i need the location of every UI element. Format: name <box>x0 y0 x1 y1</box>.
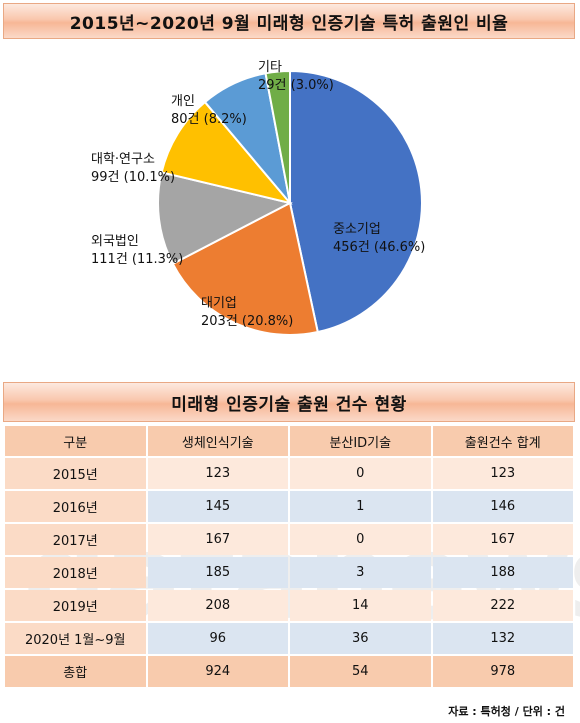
pie-slice <box>264 69 291 204</box>
row-label: 2016년 <box>5 491 146 522</box>
table-row: 2015년 123 0 123 <box>5 458 573 489</box>
table-cell: 96 <box>147 623 288 654</box>
table-total-row: 총합 924 54 978 <box>5 656 573 687</box>
table-cell: 36 <box>290 623 431 654</box>
infographic: 2015년~2020년 9월 미래형 인증기술 특허 출원인 비율 중소기업 45… <box>3 3 580 718</box>
pie-slice-value: 203건 (20.8%) <box>201 314 293 329</box>
column-header: 생체인식기술 <box>147 426 288 456</box>
pie-slice <box>289 69 423 334</box>
table-cell: 123 <box>432 458 573 489</box>
pie-slice-name: 대기업 <box>201 296 237 311</box>
table-cell: 145 <box>147 491 288 522</box>
table-cell: 222 <box>432 590 573 621</box>
row-label: 2018년 <box>5 557 146 588</box>
table-row: 2017년 167 0 167 <box>5 524 573 555</box>
pie-slice-value: 29건 (3.0%) <box>258 78 334 93</box>
table-cell: 132 <box>432 623 573 654</box>
pie-chart-title: 2015년~2020년 9월 미래형 인증기술 특허 출원인 비율 <box>3 3 575 39</box>
column-header: 구분 <box>5 426 146 456</box>
pie-slice-name: 중소기업 <box>333 222 381 237</box>
filing-table: 구분 생체인식기술 분산ID기술 출원건수 합계 2015년 123 0 123… <box>3 424 575 689</box>
table-cell: 123 <box>147 458 288 489</box>
pie-slice-name: 기타 <box>258 60 282 75</box>
table-cell: 54 <box>290 656 431 687</box>
table-title: 미래형 인증기술 출원 건수 현황 <box>3 382 575 422</box>
pie-chart: 중소기업 456건 (46.6%) 대기업 203건 (20.8%) 외국법인 111건 … <box>91 60 425 336</box>
pie-slice-name: 대학·연구소 <box>91 152 155 167</box>
table-cell: 3 <box>290 557 431 588</box>
table-cell: 1 <box>290 491 431 522</box>
table-cell: 924 <box>147 656 288 687</box>
pie-slice-value: 80건 (8.2%) <box>171 112 247 127</box>
table-cell: 0 <box>290 458 431 489</box>
source-note: 자료 : 특허청 / 단위 : 건 <box>448 705 565 718</box>
table-header-row: 구분 생체인식기술 분산ID기술 출원건수 합계 <box>5 426 573 456</box>
table-cell: 146 <box>432 491 573 522</box>
table-cell: 185 <box>147 557 288 588</box>
column-header: 분산ID기술 <box>290 426 431 456</box>
row-label: 2015년 <box>5 458 146 489</box>
row-label: 2020년 1월~9월 <box>5 623 146 654</box>
pie-slice <box>171 201 319 336</box>
table-cell: 0 <box>290 524 431 555</box>
pie-slice-value: 99건 (10.1%) <box>91 170 175 185</box>
table-cell: 978 <box>432 656 573 687</box>
table-cell: 188 <box>432 557 573 588</box>
pie-slice-value: 111건 (11.3%) <box>91 252 183 267</box>
table-row: 2018년 185 3 188 <box>5 557 573 588</box>
column-header: 출원건수 합계 <box>432 426 573 456</box>
table-cell: 14 <box>290 590 431 621</box>
pie-slice <box>160 100 293 205</box>
table-row: 2019년 208 14 222 <box>5 590 573 621</box>
table-row: 2016년 145 1 146 <box>5 491 573 522</box>
table-row: 2020년 1월~9월 96 36 132 <box>5 623 573 654</box>
table-cell: 167 <box>432 524 573 555</box>
row-label: 2019년 <box>5 590 146 621</box>
pie-slice-name: 외국법인 <box>91 234 139 249</box>
pie-slice-name: 개인 <box>171 94 195 109</box>
table-cell: 167 <box>147 524 288 555</box>
table-cell: 208 <box>147 590 288 621</box>
row-label: 2017년 <box>5 524 146 555</box>
row-label: 총합 <box>5 656 146 687</box>
pie-slice-value: 456건 (46.6%) <box>333 240 425 255</box>
